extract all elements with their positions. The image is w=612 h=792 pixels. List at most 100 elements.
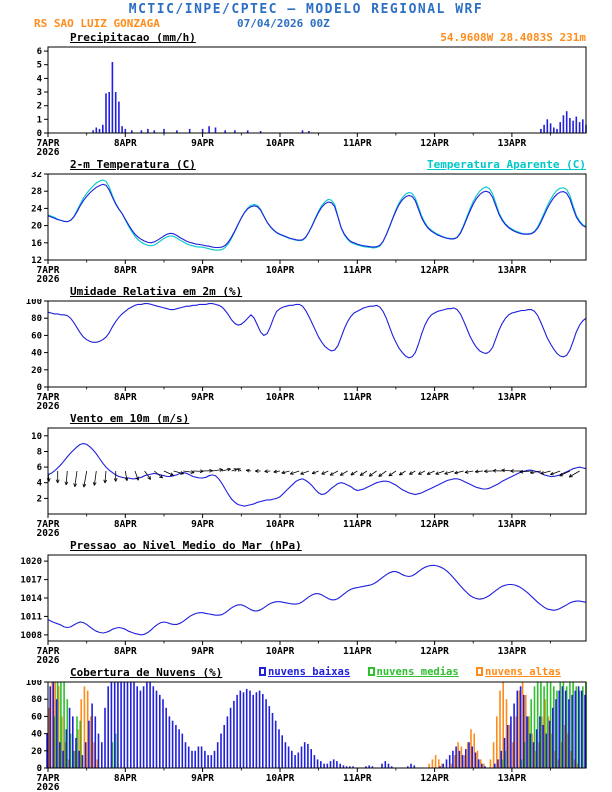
svg-text:2026: 2026 bbox=[37, 782, 60, 792]
clouds-legend: nuvens baixas nuvens medias nuvens altas bbox=[248, 666, 561, 678]
temperature-title: 2-m Temperatura (C) bbox=[70, 158, 196, 171]
svg-text:60: 60 bbox=[31, 712, 42, 722]
svg-text:9APR: 9APR bbox=[191, 265, 214, 276]
svg-text:1011: 1011 bbox=[20, 612, 42, 622]
svg-text:12APR: 12APR bbox=[420, 138, 449, 149]
panel-precipitation-header: Precipitacao (mm/h) 54.9608W 28.4083S 23… bbox=[0, 30, 612, 45]
svg-text:40: 40 bbox=[31, 730, 42, 740]
svg-text:10APR: 10APR bbox=[266, 519, 295, 530]
svg-text:12APR: 12APR bbox=[420, 392, 449, 403]
svg-text:6: 6 bbox=[37, 463, 42, 473]
svg-text:8APR: 8APR bbox=[114, 519, 137, 530]
svg-text:40: 40 bbox=[31, 349, 42, 359]
legend-item-low-clouds: nuvens baixas bbox=[259, 666, 357, 678]
svg-text:6: 6 bbox=[37, 47, 42, 57]
svg-text:10APR: 10APR bbox=[266, 138, 295, 149]
panel-humidity-header: Umidade Relativa em 2m (%) bbox=[0, 284, 612, 299]
svg-text:20: 20 bbox=[31, 366, 42, 376]
svg-text:11APR: 11APR bbox=[343, 646, 372, 657]
wind-title: Vento em 10m (m/s) bbox=[70, 412, 190, 425]
page-header: MCTIC/INPE/CPTEC — MODELO REGIONAL WRF R… bbox=[0, 0, 612, 30]
svg-text:7APR: 7APR bbox=[37, 646, 60, 657]
legend-item-high-clouds: nuvens altas bbox=[476, 666, 561, 678]
svg-text:8APR: 8APR bbox=[114, 265, 137, 276]
svg-text:5: 5 bbox=[37, 61, 42, 71]
svg-text:11APR: 11APR bbox=[343, 138, 372, 149]
low-clouds-swatch-icon bbox=[259, 667, 266, 676]
precipitation-title: Precipitacao (mm/h) bbox=[70, 31, 196, 44]
svg-text:10APR: 10APR bbox=[266, 646, 295, 657]
svg-text:20: 20 bbox=[31, 747, 42, 757]
svg-text:2: 2 bbox=[37, 494, 42, 504]
svg-text:10APR: 10APR bbox=[266, 773, 295, 784]
svg-text:11APR: 11APR bbox=[343, 392, 372, 403]
svg-text:12APR: 12APR bbox=[420, 646, 449, 657]
svg-text:12APR: 12APR bbox=[420, 773, 449, 784]
clouds-title: Cobertura de Nuvens (%) bbox=[70, 666, 223, 679]
svg-text:8APR: 8APR bbox=[114, 773, 137, 784]
svg-text:13APR: 13APR bbox=[498, 773, 527, 784]
pressure-title: Pressao ao Nivel Medio do Mar (hPa) bbox=[70, 539, 302, 552]
panel-clouds: Cobertura de Nuvens (%) nuvens baixas nu… bbox=[0, 665, 612, 792]
svg-text:28: 28 bbox=[31, 187, 42, 197]
svg-text:10APR: 10APR bbox=[266, 265, 295, 276]
panel-clouds-header: Cobertura de Nuvens (%) nuvens baixas nu… bbox=[0, 665, 612, 680]
svg-text:0: 0 bbox=[37, 129, 42, 139]
svg-text:8APR: 8APR bbox=[114, 646, 137, 657]
svg-text:20: 20 bbox=[31, 222, 42, 232]
mid-clouds-swatch-icon bbox=[367, 667, 375, 676]
svg-text:1014: 1014 bbox=[20, 594, 42, 604]
svg-text:12: 12 bbox=[31, 256, 42, 266]
svg-text:100: 100 bbox=[26, 299, 42, 307]
svg-text:0: 0 bbox=[37, 764, 42, 774]
panel-temperature: 2-m Temperatura (C) Temperatura Aparente… bbox=[0, 157, 612, 284]
svg-text:3: 3 bbox=[37, 88, 42, 98]
svg-text:7APR: 7APR bbox=[37, 519, 60, 530]
svg-text:2026: 2026 bbox=[37, 401, 60, 411]
svg-text:7APR: 7APR bbox=[37, 265, 60, 276]
model-run-time: 07/04/2026 00Z bbox=[237, 17, 330, 30]
svg-text:9APR: 9APR bbox=[191, 773, 214, 784]
svg-text:11APR: 11APR bbox=[343, 265, 372, 276]
svg-text:7APR: 7APR bbox=[37, 773, 60, 784]
svg-text:0: 0 bbox=[37, 383, 42, 393]
svg-text:1: 1 bbox=[37, 115, 42, 125]
app-title: MCTIC/INPE/CPTEC — MODELO REGIONAL WRF bbox=[128, 2, 484, 17]
svg-text:2026: 2026 bbox=[37, 274, 60, 284]
station-name: RS SAO LUIZ GONZAGA bbox=[34, 17, 160, 30]
svg-text:7APR: 7APR bbox=[37, 392, 60, 403]
apparent-temperature-label: Temperatura Aparente (C) bbox=[427, 158, 586, 171]
high-clouds-label: nuvens altas bbox=[485, 666, 561, 678]
station-coordinates: 54.9608W 28.4083S 231m bbox=[440, 31, 586, 44]
panel-humidity: Umidade Relativa em 2m (%) 0 20 40 60 80 100 7… bbox=[0, 284, 612, 411]
mid-clouds-label: nuvens medias bbox=[376, 666, 459, 678]
svg-text:9APR: 9APR bbox=[191, 646, 214, 657]
svg-text:2026: 2026 bbox=[37, 528, 60, 538]
svg-text:9APR: 9APR bbox=[191, 392, 214, 403]
panel-pressure-header: Pressao ao Nivel Medio do Mar (hPa) bbox=[0, 538, 612, 553]
svg-text:32: 32 bbox=[31, 172, 42, 180]
svg-text:4: 4 bbox=[37, 479, 43, 489]
panel-wind-header: Vento em 10m (m/s) bbox=[0, 411, 612, 426]
svg-text:10APR: 10APR bbox=[266, 392, 295, 403]
svg-text:8APR: 8APR bbox=[114, 138, 137, 149]
svg-text:80: 80 bbox=[31, 314, 42, 324]
svg-text:13APR: 13APR bbox=[498, 519, 527, 530]
svg-text:11APR: 11APR bbox=[343, 773, 372, 784]
svg-text:13APR: 13APR bbox=[498, 138, 527, 149]
panel-precipitation: Precipitacao (mm/h) 54.9608W 28.4083S 23… bbox=[0, 30, 612, 157]
svg-text:100: 100 bbox=[26, 680, 42, 688]
svg-text:12APR: 12APR bbox=[420, 265, 449, 276]
svg-text:13APR: 13APR bbox=[498, 265, 527, 276]
svg-text:24: 24 bbox=[31, 204, 42, 214]
svg-text:2026: 2026 bbox=[37, 147, 60, 157]
svg-text:8: 8 bbox=[37, 448, 42, 458]
svg-text:7APR: 7APR bbox=[37, 138, 60, 149]
svg-text:60: 60 bbox=[31, 331, 42, 341]
svg-text:11APR: 11APR bbox=[343, 519, 372, 530]
